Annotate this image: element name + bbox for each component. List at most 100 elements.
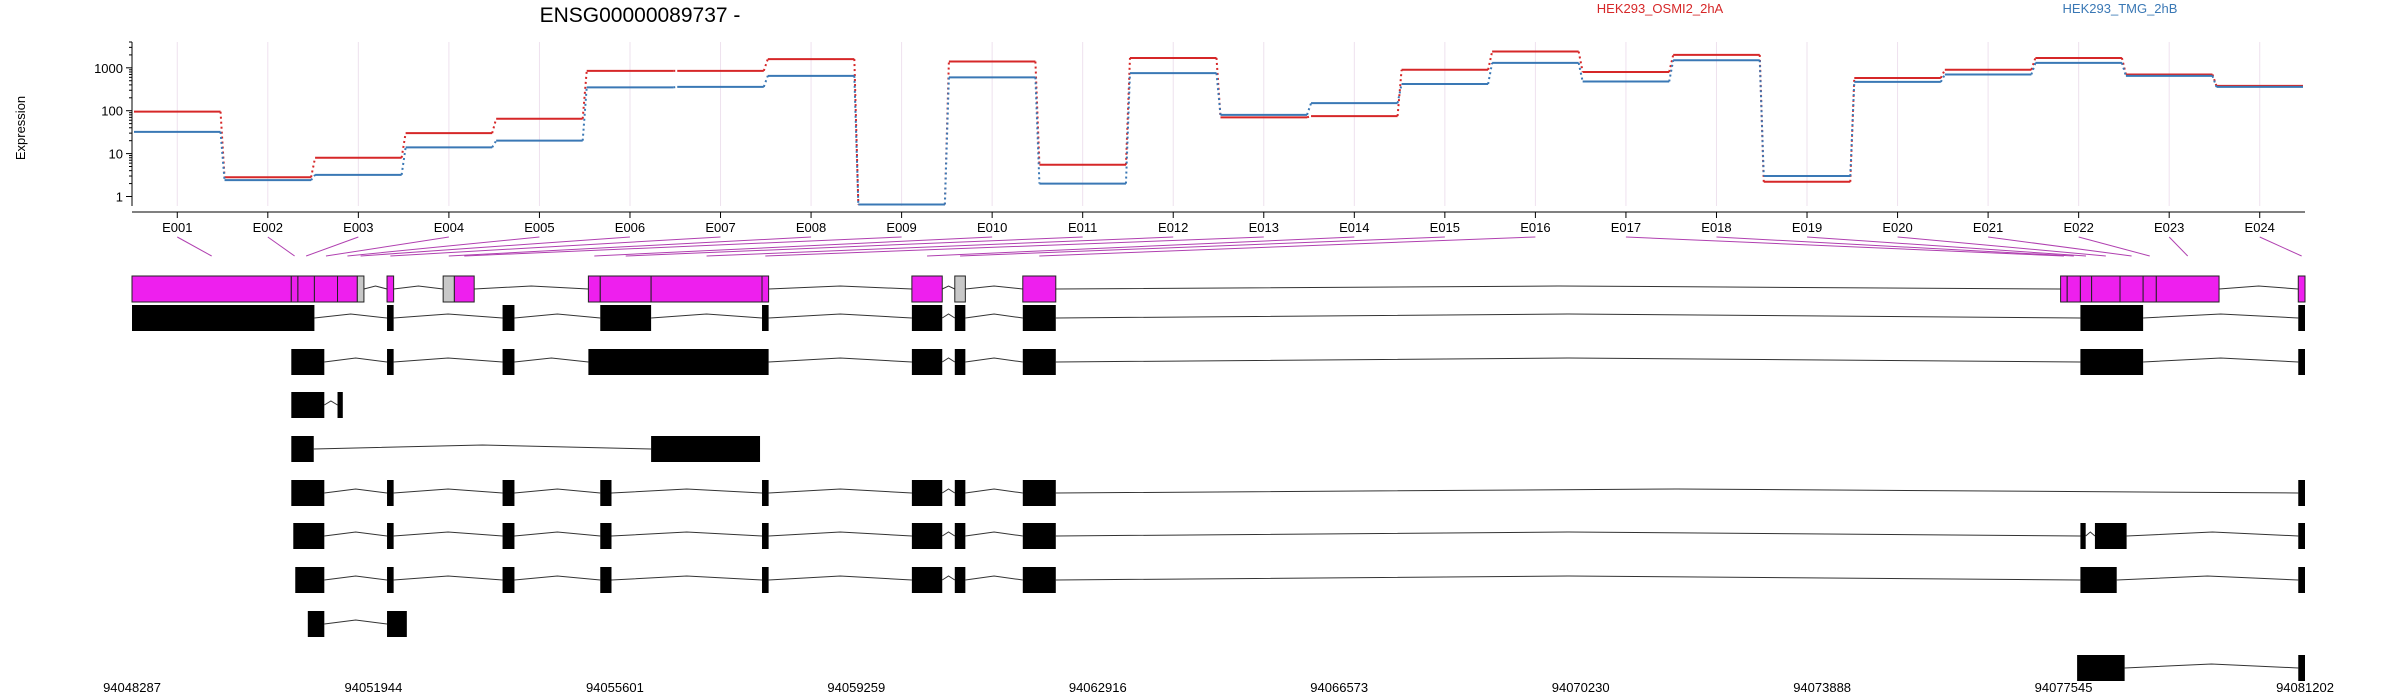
x-tick-label: E009 bbox=[886, 220, 916, 235]
transcript-intron bbox=[514, 531, 601, 537]
gene-model-exon bbox=[297, 275, 315, 303]
x-tick-label: E020 bbox=[1882, 220, 1912, 235]
transcript-exon bbox=[387, 349, 394, 375]
transcript-intron bbox=[941, 357, 956, 363]
series-connector-2 bbox=[853, 75, 860, 205]
transcript-exon bbox=[600, 480, 612, 506]
gene-model-exon bbox=[453, 275, 475, 303]
transcript-exon bbox=[2298, 655, 2305, 681]
transcript-exon bbox=[2298, 480, 2305, 506]
legend-series-a: HEK293_OSMI2_2hA bbox=[1597, 1, 1724, 16]
transcript-intron bbox=[941, 531, 956, 537]
series-connector-2 bbox=[1306, 102, 1312, 116]
exon-link-line bbox=[1716, 236, 2074, 257]
exon-link-lines bbox=[177, 236, 2302, 257]
y-tick-label: 100 bbox=[101, 104, 123, 119]
exon-link-line bbox=[267, 236, 295, 257]
transcript-exon bbox=[337, 392, 343, 418]
transcript-exon bbox=[2080, 349, 2144, 375]
genome-coordinate-label: 94048287 bbox=[103, 680, 161, 695]
genome-coordinate-label: 94070230 bbox=[1552, 680, 1610, 695]
transcript-intron bbox=[314, 313, 388, 319]
series-connector-2 bbox=[581, 87, 588, 141]
transcript-intron bbox=[514, 357, 589, 363]
gene-model-exon bbox=[313, 275, 339, 303]
x-tick-label: E015 bbox=[1430, 220, 1460, 235]
transcript-intron bbox=[611, 531, 763, 537]
exon-link-line bbox=[960, 236, 1445, 257]
exon-link-line bbox=[706, 236, 1174, 257]
series-connector-1 bbox=[1758, 54, 1765, 182]
transcript-intron bbox=[1055, 313, 2081, 319]
gene-model-exon bbox=[2142, 275, 2157, 303]
exon-link-line bbox=[464, 236, 902, 257]
exon-link-line bbox=[2168, 236, 2189, 257]
intron-line bbox=[942, 285, 956, 290]
transcript-intron bbox=[768, 575, 912, 581]
series-connector-1 bbox=[581, 70, 588, 119]
series-connector-2 bbox=[673, 85, 678, 89]
series-connector-2 bbox=[491, 140, 498, 148]
transcript-intron bbox=[2126, 531, 2299, 537]
transcript-exon bbox=[911, 305, 943, 331]
x-tick-label: E002 bbox=[253, 220, 283, 235]
series-connector-2 bbox=[1396, 83, 1403, 104]
genome-coordinate-label: 94059259 bbox=[827, 680, 885, 695]
transcript-intron bbox=[514, 313, 601, 319]
series-connector-1 bbox=[400, 132, 407, 158]
transcript-intron bbox=[324, 400, 338, 406]
series-connector-2 bbox=[1124, 73, 1131, 184]
transcript-exon bbox=[387, 480, 394, 506]
intron-line bbox=[393, 285, 444, 290]
exon-link-line bbox=[1988, 236, 2132, 257]
x-tick-label: E010 bbox=[977, 220, 1007, 235]
series-connector-2 bbox=[762, 75, 769, 88]
transcript-exon bbox=[911, 480, 943, 506]
transcript-exon bbox=[387, 567, 394, 593]
genome-coordinate-label: 94062916 bbox=[1069, 680, 1127, 695]
x-tick-label: E005 bbox=[524, 220, 554, 235]
transcript-intron bbox=[393, 357, 503, 363]
transcript-intron bbox=[941, 313, 956, 319]
transcript-intron bbox=[1055, 357, 2081, 363]
series-connector-2 bbox=[1215, 73, 1222, 115]
transcript-exon bbox=[502, 305, 515, 331]
series-connector-1 bbox=[2030, 57, 2037, 71]
vertical-gridlines bbox=[176, 42, 2261, 206]
y-tick-label: 1000 bbox=[94, 61, 123, 76]
x-tick-label: E012 bbox=[1158, 220, 1188, 235]
transcript-exon bbox=[600, 567, 612, 593]
genome-coordinate-label: 94066573 bbox=[1310, 680, 1368, 695]
transcript-exon bbox=[954, 523, 966, 549]
exon-link-line bbox=[594, 236, 993, 257]
x-tick-label: E006 bbox=[615, 220, 645, 235]
transcript-intron bbox=[393, 531, 503, 537]
series-connector-2 bbox=[2030, 62, 2037, 75]
transcript-intron bbox=[393, 313, 503, 319]
series-connector-1 bbox=[1306, 115, 1312, 119]
series-connector-1 bbox=[1577, 51, 1584, 73]
transcript-exon bbox=[911, 349, 943, 375]
transcript-exon bbox=[387, 305, 394, 331]
gene-model-exon bbox=[954, 275, 966, 303]
gene-model-exon bbox=[386, 275, 395, 303]
gene-model-exon bbox=[587, 275, 601, 303]
series-connector-2 bbox=[943, 77, 950, 205]
chart-title: ENSG00000089737 - bbox=[540, 4, 741, 27]
exon-link-line bbox=[2259, 236, 2302, 257]
exon-link-line bbox=[360, 236, 631, 257]
gene-model-exon bbox=[131, 275, 292, 303]
gene-model-exon bbox=[911, 275, 943, 303]
x-tick-label: E014 bbox=[1339, 220, 1369, 235]
transcript-exon bbox=[1022, 305, 1056, 331]
gene-model-exon bbox=[356, 275, 365, 303]
transcript-intron bbox=[514, 575, 601, 581]
transcript-intron bbox=[2124, 663, 2299, 669]
transcript-exon bbox=[2298, 523, 2305, 549]
transcript-exon bbox=[295, 567, 325, 593]
x-tick-label: E004 bbox=[434, 220, 464, 235]
exon-link-line bbox=[1625, 236, 2064, 257]
transcript-exon bbox=[293, 523, 325, 549]
transcript-exon bbox=[762, 480, 769, 506]
transcript-exon bbox=[291, 436, 314, 462]
